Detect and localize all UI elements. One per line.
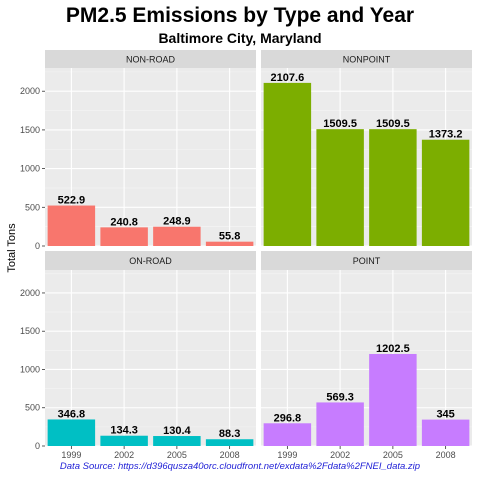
- bar: [153, 226, 201, 246]
- data-label: 134.3: [110, 425, 138, 437]
- data-label: 1202.5: [376, 343, 410, 355]
- data-label: 2107.6: [271, 72, 305, 84]
- bar: [153, 436, 201, 446]
- data-label: 248.9: [163, 216, 191, 228]
- y-tick-label: 1500: [20, 326, 40, 336]
- data-source-note: Data Source: https://d396qusza40orc.clou…: [59, 461, 421, 472]
- x-tick-label: 2005: [383, 450, 403, 460]
- y-tick-label: 500: [25, 202, 40, 212]
- bar: [205, 241, 254, 246]
- y-tick-label: 2000: [20, 288, 40, 298]
- x-tick-label: 1999: [61, 450, 81, 460]
- panel-background: [45, 270, 256, 446]
- bar: [421, 139, 470, 246]
- facet-strip-label: NON-ROAD: [126, 55, 175, 65]
- bar: [47, 419, 96, 446]
- data-label: 522.9: [58, 195, 86, 207]
- bar: [100, 435, 148, 446]
- chart-title: PM2.5 Emissions by Type and Year: [65, 4, 415, 27]
- facet-strip-label: ON-ROAD: [129, 256, 172, 266]
- bar: [263, 82, 312, 247]
- y-axis-title: Total Tons: [6, 223, 18, 273]
- chart-subtitle: Baltimore City, Maryland: [158, 30, 322, 46]
- x-tick-label: 2002: [114, 450, 134, 460]
- data-label: 296.8: [274, 412, 302, 424]
- bar: [316, 129, 364, 246]
- bar: [205, 439, 254, 446]
- y-tick-label: 1000: [20, 164, 40, 174]
- panel-background: [261, 270, 472, 446]
- facet-strip: [261, 50, 472, 68]
- facet-strip-label: NONPOINT: [343, 55, 391, 65]
- y-tick-label: 0: [35, 241, 40, 251]
- y-tick-label: 2000: [20, 86, 40, 96]
- bar: [421, 419, 470, 446]
- x-tick-label: 2008: [436, 450, 456, 460]
- data-label: 569.3: [326, 391, 354, 403]
- data-label: 1373.2: [429, 129, 463, 141]
- bar: [316, 402, 364, 446]
- y-tick-label: 1000: [20, 364, 40, 374]
- data-label: 1509.5: [323, 118, 357, 130]
- x-tick-label: 2008: [220, 450, 240, 460]
- data-label: 88.3: [219, 428, 240, 440]
- data-label: 1509.5: [376, 118, 410, 130]
- bar: [263, 423, 312, 446]
- facet-strip: [45, 50, 256, 68]
- data-label: 345: [436, 409, 454, 421]
- data-label: 130.4: [163, 425, 191, 437]
- x-tick-label: 2002: [330, 450, 350, 460]
- facet-strip: [261, 251, 472, 270]
- bar: [47, 205, 96, 246]
- y-tick-label: 1500: [20, 125, 40, 135]
- bar: [100, 227, 148, 246]
- x-tick-label: 2005: [167, 450, 187, 460]
- data-label: 346.8: [58, 408, 86, 420]
- facet-strip: [45, 251, 256, 270]
- data-label: 55.8: [219, 231, 240, 243]
- x-tick-label: 1999: [277, 450, 297, 460]
- bar: [369, 353, 417, 446]
- facet-strip-label: POINT: [353, 256, 381, 266]
- data-label: 240.8: [110, 216, 138, 228]
- y-tick-label: 0: [35, 441, 40, 451]
- bar: [369, 129, 417, 246]
- y-tick-label: 500: [25, 403, 40, 413]
